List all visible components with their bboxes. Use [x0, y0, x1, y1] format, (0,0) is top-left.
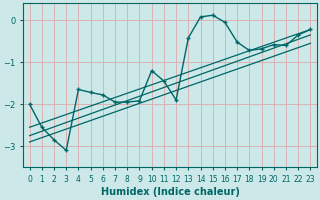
- X-axis label: Humidex (Indice chaleur): Humidex (Indice chaleur): [100, 187, 239, 197]
